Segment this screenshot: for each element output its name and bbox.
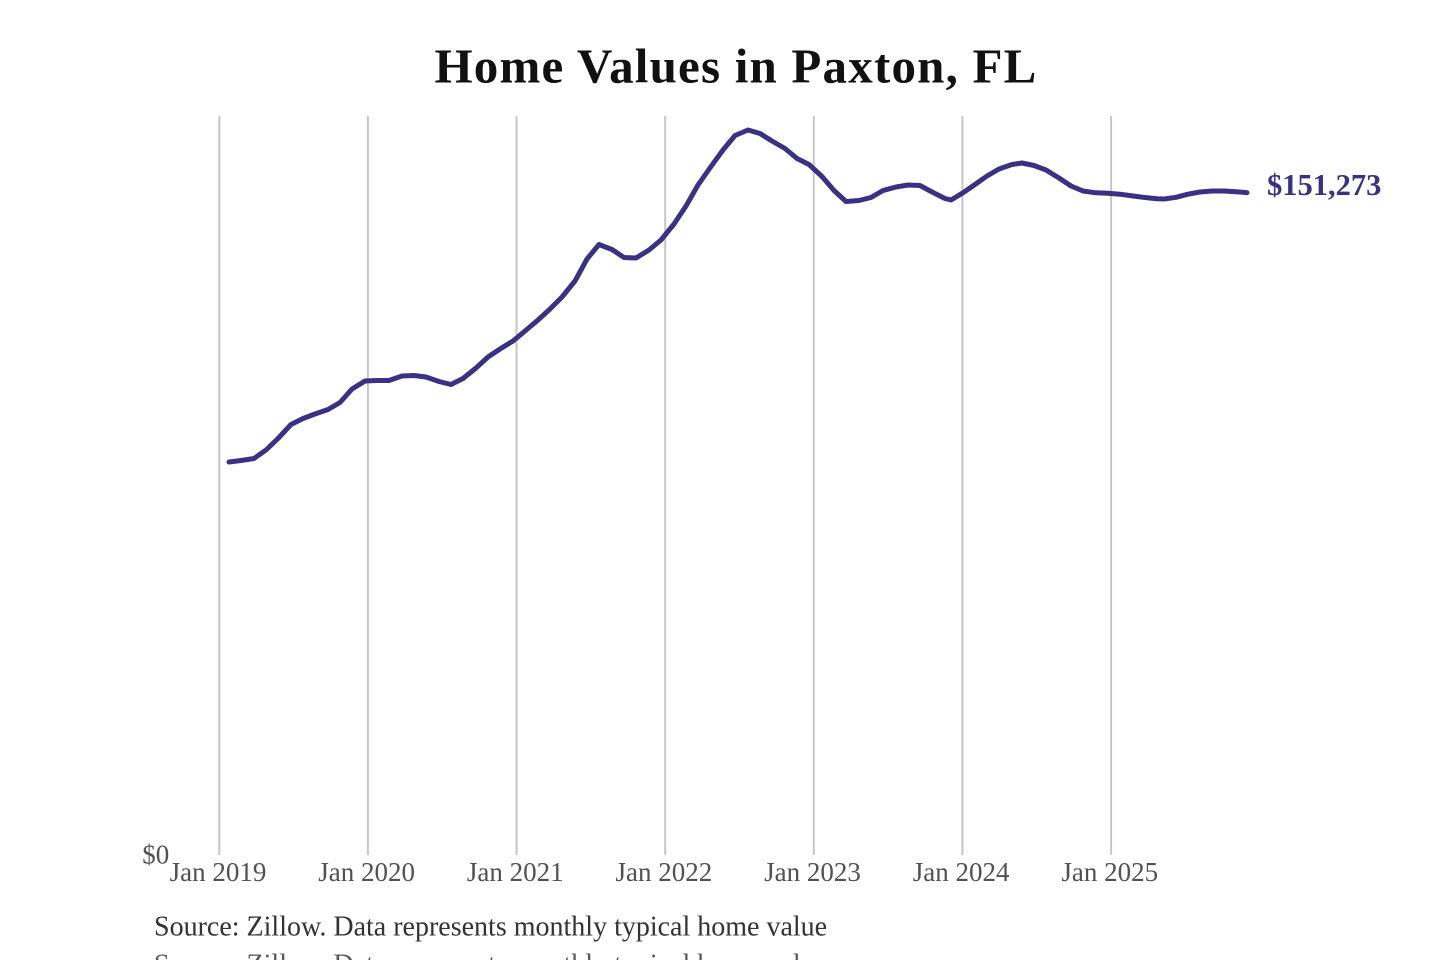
svg-text:Home Values in Paxton, FL: Home Values in Paxton, FL (434, 39, 1037, 94)
svg-text:Jan 2024: Jan 2024 (913, 857, 1010, 887)
svg-text:Jan 2023: Jan 2023 (764, 857, 861, 887)
svg-text:$151,273: $151,273 (1267, 168, 1381, 202)
svg-text:Jan 2019: Jan 2019 (170, 857, 267, 887)
svg-text:Jan 2021: Jan 2021 (467, 857, 564, 887)
svg-text:Jan 2025: Jan 2025 (1061, 857, 1158, 887)
svg-text:Source: Zillow. Data represent: Source: Zillow. Data represents monthly … (154, 911, 827, 942)
svg-text:Jan 2022: Jan 2022 (616, 857, 713, 887)
svg-text:Jan 2020: Jan 2020 (318, 857, 415, 887)
svg-text:Source: Zillow. Data represent: Source: Zillow. Data represents monthly … (154, 950, 827, 960)
svg-text:$0: $0 (142, 840, 169, 870)
